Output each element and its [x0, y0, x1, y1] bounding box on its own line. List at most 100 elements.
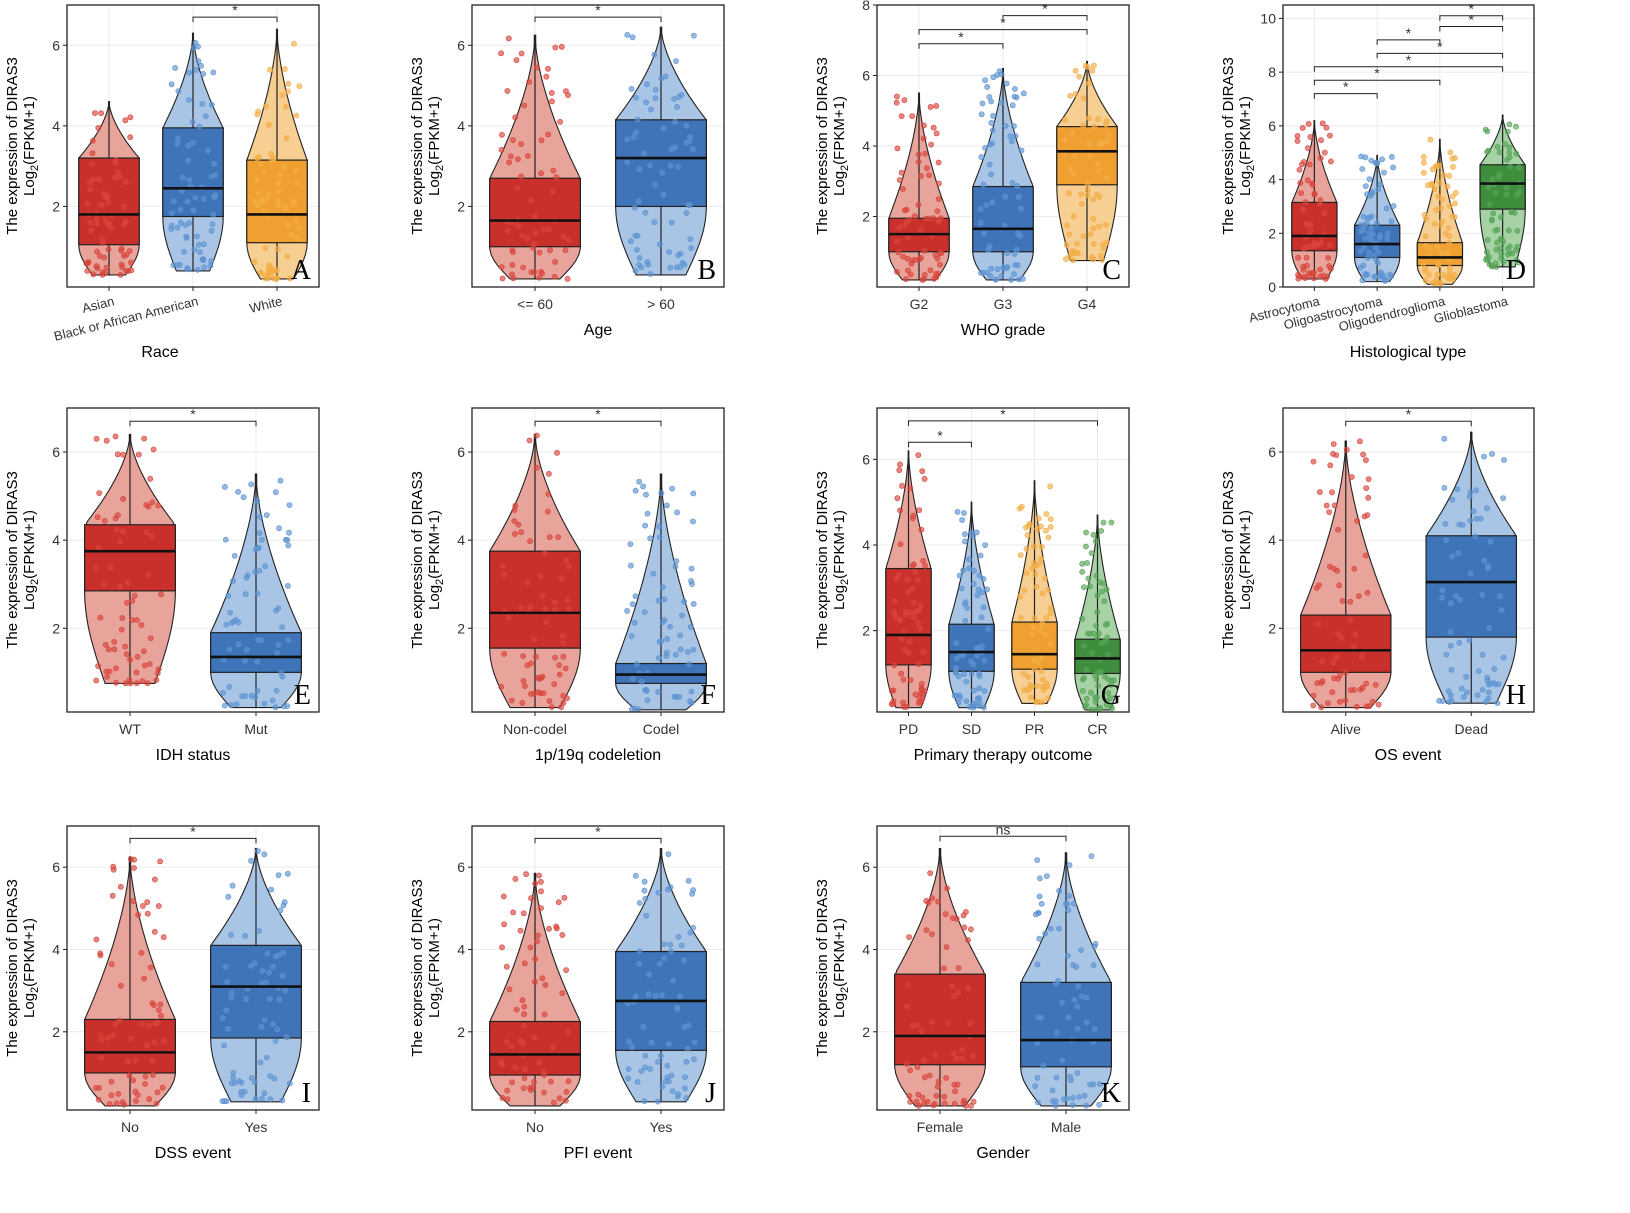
- point: [186, 176, 193, 183]
- point: [658, 490, 665, 497]
- point: [248, 692, 255, 699]
- point: [655, 1059, 661, 1065]
- point: [1305, 121, 1312, 127]
- point: [147, 475, 154, 482]
- point: [1045, 534, 1052, 541]
- point: [628, 86, 635, 92]
- group-1: [210, 848, 302, 1105]
- point: [1318, 137, 1324, 144]
- point: [907, 1098, 914, 1105]
- x-tick-label: Alive: [1331, 721, 1362, 737]
- point: [677, 993, 683, 1000]
- point: [982, 542, 988, 548]
- point: [200, 71, 206, 77]
- point: [97, 614, 104, 621]
- point: [1363, 680, 1370, 687]
- point: [89, 161, 96, 167]
- point: [909, 585, 916, 592]
- box-0: [84, 1018, 176, 1074]
- point: [1307, 134, 1314, 140]
- point: [1330, 659, 1336, 666]
- point: [508, 1043, 515, 1050]
- point: [1079, 615, 1085, 622]
- point: [1096, 1101, 1103, 1108]
- point: [517, 927, 524, 934]
- point: [222, 536, 229, 543]
- point: [1498, 607, 1505, 613]
- point: [1504, 128, 1511, 135]
- point: [275, 246, 281, 252]
- point: [189, 139, 196, 146]
- point: [651, 51, 658, 58]
- point: [1089, 254, 1095, 261]
- point: [139, 1021, 146, 1028]
- point: [146, 1096, 153, 1103]
- point: [968, 671, 975, 677]
- point: [918, 1028, 925, 1035]
- x-axis-label: Age: [584, 322, 613, 339]
- point: [981, 230, 988, 237]
- point: [251, 198, 258, 205]
- point: [277, 477, 284, 484]
- point: [1032, 1083, 1038, 1089]
- point: [1088, 689, 1094, 696]
- point: [1365, 476, 1372, 482]
- point: [655, 689, 661, 695]
- point: [103, 219, 110, 226]
- point: [1355, 593, 1362, 600]
- point: [984, 84, 991, 90]
- point: [1342, 697, 1349, 704]
- point: [1335, 630, 1342, 637]
- point: [130, 1077, 137, 1084]
- point: [656, 534, 663, 541]
- point: [1302, 199, 1309, 205]
- point: [1496, 171, 1503, 177]
- point: [565, 1029, 571, 1035]
- point: [988, 120, 995, 126]
- point: [926, 172, 932, 179]
- point: [1487, 201, 1493, 208]
- point: [196, 123, 203, 130]
- point: [1100, 519, 1107, 526]
- y-tick-label: 2: [52, 1024, 60, 1040]
- y-axis-label: The expression of DIRAS3: [814, 57, 831, 235]
- point: [920, 649, 927, 656]
- point: [546, 698, 553, 704]
- box-0: [489, 177, 581, 248]
- point: [1329, 489, 1335, 496]
- point: [1027, 694, 1034, 701]
- point: [556, 662, 562, 669]
- point: [1368, 224, 1375, 231]
- point: [687, 133, 694, 140]
- point: [531, 636, 538, 643]
- x-tick-label: Black or African American: [52, 293, 199, 343]
- point: [290, 197, 297, 204]
- point: [1507, 164, 1514, 170]
- point: [272, 489, 279, 496]
- point: [256, 928, 262, 934]
- point: [1472, 533, 1479, 540]
- point: [923, 898, 930, 904]
- point: [1308, 228, 1314, 235]
- point: [958, 585, 965, 592]
- point: [1007, 133, 1014, 140]
- point: [913, 1098, 920, 1105]
- point: [132, 1057, 139, 1064]
- point: [248, 963, 254, 969]
- point: [107, 564, 114, 571]
- point: [556, 1095, 563, 1102]
- point: [1384, 230, 1391, 237]
- point: [1064, 222, 1070, 229]
- point: [915, 1091, 922, 1098]
- y-unit-log: Log: [831, 585, 848, 610]
- point: [1053, 1074, 1060, 1081]
- point: [220, 689, 226, 696]
- point: [1485, 689, 1492, 696]
- point: [906, 934, 912, 940]
- point: [151, 928, 158, 935]
- point: [673, 558, 680, 565]
- point: [646, 971, 652, 978]
- point: [543, 73, 550, 80]
- y-axis-label-unit: Log2(FPKM+1): [21, 918, 41, 1018]
